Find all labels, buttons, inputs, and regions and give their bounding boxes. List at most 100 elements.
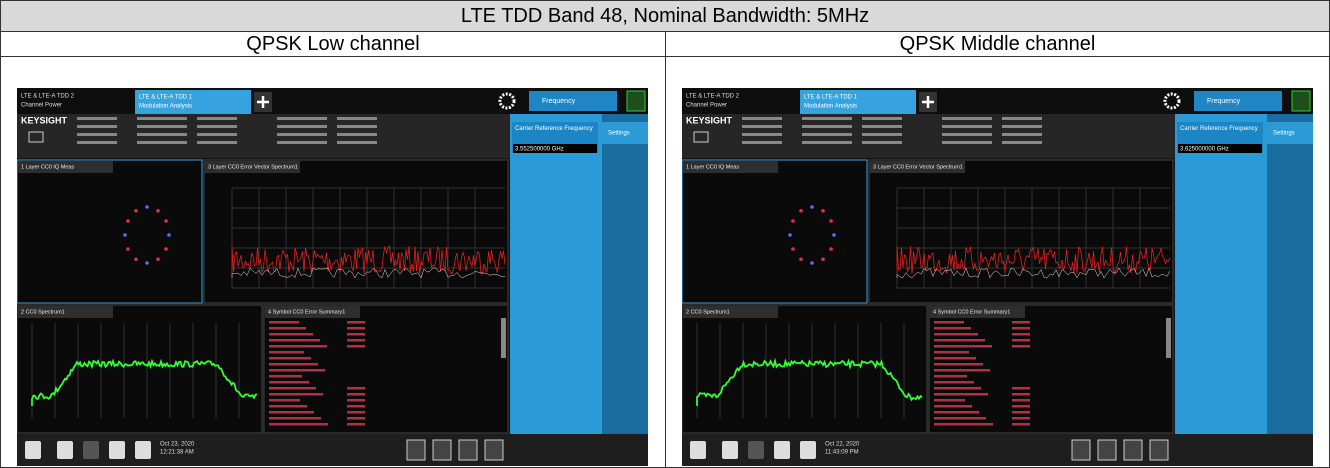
- tab-label: Modulation Analysis: [139, 104, 192, 110]
- constellation-dot: [167, 233, 171, 237]
- toolbar-icon[interactable]: [1150, 440, 1168, 460]
- summary-text: [269, 411, 314, 414]
- pane: [682, 305, 927, 433]
- summary-text: [934, 417, 986, 420]
- constellation-dot: [799, 209, 803, 213]
- redo-icon[interactable]: [748, 441, 764, 459]
- pane-title: 3 Layer CC0 Error Vector Spectrum1: [208, 164, 298, 170]
- summary-text: [269, 357, 311, 360]
- info-text: [1002, 141, 1042, 144]
- info-text: [802, 133, 852, 136]
- info-text: [77, 141, 117, 144]
- info-text: [742, 125, 782, 128]
- file-icon[interactable]: [774, 441, 790, 459]
- constellation-dot: [829, 219, 833, 223]
- tab-label: LTE & LTE-A TDD 1: [804, 95, 858, 101]
- info-text: [802, 117, 852, 120]
- summary-text: [269, 387, 316, 390]
- summary-value: [347, 417, 365, 420]
- file-icon[interactable]: [109, 441, 125, 459]
- summary-text: [269, 375, 302, 378]
- summary-text: [269, 393, 323, 396]
- info-text: [137, 117, 187, 120]
- summary-value: [347, 393, 365, 396]
- summary-value: [347, 339, 365, 342]
- constellation-dot: [134, 257, 138, 261]
- toolbar-icon[interactable]: [433, 440, 451, 460]
- help-icon[interactable]: [800, 441, 816, 459]
- toolbar-icon[interactable]: [407, 440, 425, 460]
- info-text: [337, 125, 377, 128]
- pane-title: 1 Layer CC0 IQ Meas: [686, 164, 739, 170]
- summary-value: [347, 387, 365, 390]
- summary-value: [347, 399, 365, 402]
- summary-text: [934, 411, 979, 414]
- summary-value: [1012, 333, 1030, 336]
- toolbar-icon[interactable]: [1072, 440, 1090, 460]
- summary-text: [269, 363, 318, 366]
- summary-value: [347, 321, 365, 324]
- page: LTE TDD Band 48, Nominal Bandwidth: 5MHz…: [0, 0, 1330, 468]
- help-icon[interactable]: [135, 441, 151, 459]
- tab-label: LTE & LTE-A TDD 2: [21, 94, 75, 100]
- windows-icon[interactable]: [25, 441, 41, 459]
- tab-label: LTE & LTE-A TDD 2: [686, 94, 740, 100]
- info-text: [137, 125, 187, 128]
- pane: [17, 305, 262, 433]
- constellation-dot: [156, 257, 160, 261]
- info-text: [77, 125, 117, 128]
- summary-value: [347, 423, 365, 426]
- summary-text: [934, 321, 964, 324]
- constellation-dot: [134, 209, 138, 213]
- table-title: LTE TDD Band 48, Nominal Bandwidth: 5MHz: [0, 0, 1330, 32]
- constellation-dot: [810, 261, 814, 265]
- toolbar-icon[interactable]: [485, 440, 503, 460]
- status-icon[interactable]: [1292, 91, 1310, 111]
- constellation-dot: [123, 233, 127, 237]
- info-text: [277, 125, 327, 128]
- summary-text: [269, 381, 309, 384]
- summary-text: [269, 405, 307, 408]
- constellation-dot: [799, 257, 803, 261]
- constellation-dot: [145, 205, 149, 209]
- constellation-dot: [829, 247, 833, 251]
- side-tab-label: Settings: [1273, 131, 1295, 137]
- summary-text: [269, 369, 325, 372]
- info-text: [197, 141, 237, 144]
- info-text: [1002, 133, 1042, 136]
- summary-text: [934, 423, 993, 426]
- toolbar-icon[interactable]: [1098, 440, 1116, 460]
- summary-text: [269, 351, 304, 354]
- brand: KEYSIGHT: [21, 115, 68, 125]
- info-text: [1002, 125, 1042, 128]
- summary-value: [1012, 327, 1030, 330]
- constellation-dot: [821, 257, 825, 261]
- scrollbar: [1166, 318, 1171, 358]
- undo-icon[interactable]: [57, 441, 73, 459]
- info-text: [802, 141, 852, 144]
- status-icon[interactable]: [627, 91, 645, 111]
- constellation-dot: [791, 247, 795, 251]
- summary-text: [934, 351, 969, 354]
- info-text: [742, 117, 782, 120]
- summary-text: [934, 381, 974, 384]
- windows-icon[interactable]: [690, 441, 706, 459]
- constellation-dot: [126, 219, 130, 223]
- tab-label: Channel Power: [686, 103, 727, 109]
- pane-title: 4 Symbol CC0 Error Summary1: [933, 309, 1010, 315]
- summary-value: [1012, 345, 1030, 348]
- info-text: [942, 125, 992, 128]
- toolbar-icon[interactable]: [1124, 440, 1142, 460]
- redo-icon[interactable]: [83, 441, 99, 459]
- summary-text: [269, 333, 313, 336]
- summary-text: [269, 327, 306, 330]
- info-text: [277, 133, 327, 136]
- info-text: [942, 133, 992, 136]
- summary-text: [269, 417, 321, 420]
- constellation-dot: [164, 219, 168, 223]
- field-value: 3.625000000 GHz: [1180, 147, 1229, 153]
- toolbar-icon[interactable]: [459, 440, 477, 460]
- brand: KEYSIGHT: [686, 115, 733, 125]
- undo-icon[interactable]: [722, 441, 738, 459]
